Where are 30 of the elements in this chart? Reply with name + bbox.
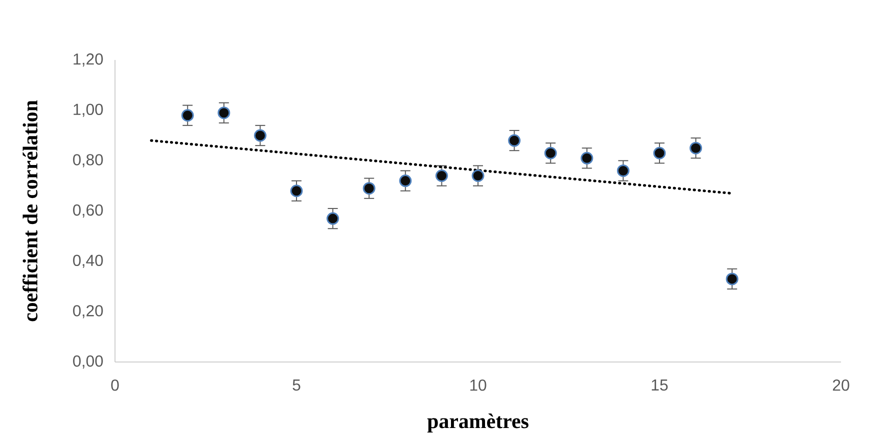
point [362,182,376,195]
point [726,272,738,286]
y-tick-label: 0,00 [73,355,103,369]
point [290,184,303,198]
point [616,164,630,177]
point [653,146,666,160]
point [254,129,266,142]
y-tick-label: 0,60 [73,204,103,218]
y-tick-label: 1,20 [74,53,103,67]
point [472,170,484,182]
point [326,212,340,225]
x-tick-label: 15 [652,380,668,391]
x-tick-label: 0 [111,380,119,391]
y-tick-label: 0,80 [73,154,103,168]
point [690,142,702,154]
x-tick-label: 10 [470,380,486,391]
point [399,174,412,188]
point [435,170,448,182]
x-tick-label: 20 [832,380,850,391]
y-tick-label: 0,40 [73,254,103,268]
point [218,106,230,120]
x-axis-title: paramètres [427,414,528,432]
y-tick-label: 0,20 [73,305,103,318]
y-axis-title: coefficient de corrélation [22,100,38,322]
point [544,146,557,160]
point [181,109,194,122]
point [580,152,594,164]
point [508,134,521,147]
y-tick-label: 1,00 [74,104,103,117]
x-tick-label: 5 [292,380,300,391]
